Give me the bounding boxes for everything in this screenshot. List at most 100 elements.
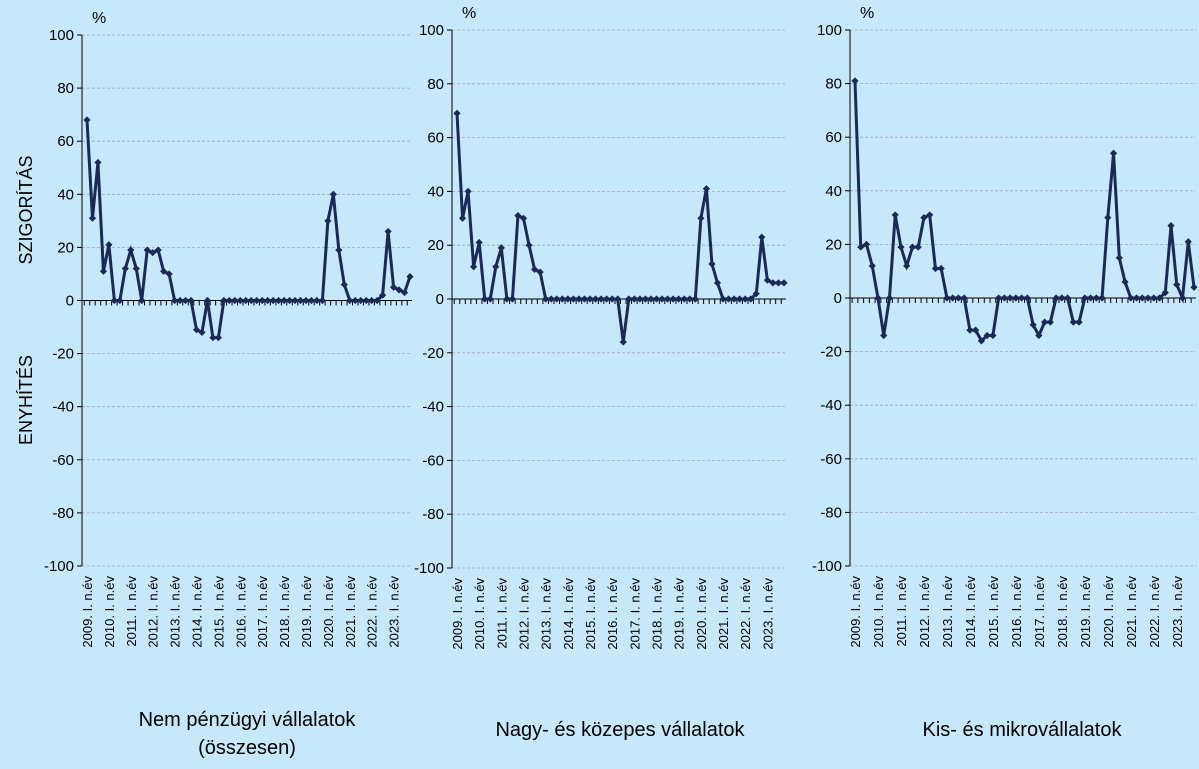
data-point bbox=[1098, 294, 1106, 302]
data-point bbox=[1167, 222, 1175, 230]
data-point bbox=[231, 296, 239, 305]
data-point bbox=[94, 158, 102, 167]
data-point bbox=[149, 249, 157, 257]
data-point bbox=[1029, 321, 1037, 329]
data-point bbox=[702, 185, 711, 193]
x-tick-label: 2018. I. n.év bbox=[277, 576, 292, 648]
x-tick-label: 2012. I. n.év bbox=[517, 578, 532, 650]
data-line bbox=[455, 113, 784, 343]
data-point bbox=[862, 240, 871, 248]
data-point bbox=[1178, 294, 1187, 302]
data-point bbox=[247, 296, 255, 305]
data-point bbox=[335, 246, 343, 254]
y-tick-label: 0 bbox=[436, 291, 444, 308]
y-unit: % bbox=[860, 5, 874, 22]
x-tick-label: 2011. I. n.év bbox=[894, 576, 909, 647]
data-point bbox=[619, 338, 627, 346]
x-tick-label: 2023. I. n.év bbox=[1170, 576, 1185, 648]
data-point bbox=[453, 109, 461, 117]
x-tick-label: 2015. I. n.év bbox=[986, 576, 1001, 648]
y-tick-label: -20 bbox=[52, 346, 74, 363]
x-tick-label: 2009. I. n.év bbox=[80, 576, 95, 648]
data-point bbox=[608, 295, 616, 303]
data-point bbox=[313, 296, 321, 305]
data-point bbox=[214, 334, 222, 342]
data-point bbox=[258, 296, 266, 305]
data-point bbox=[302, 296, 310, 305]
data-point bbox=[1173, 281, 1181, 289]
x-tick-label: 2019. I. n.év bbox=[672, 578, 687, 650]
data-point bbox=[630, 295, 638, 303]
data-point bbox=[519, 214, 528, 222]
x-tick-label: 2010. I. n.év bbox=[102, 576, 117, 648]
data-point bbox=[88, 214, 97, 222]
x-tick-label: 2023. I. n.év bbox=[760, 578, 775, 650]
data-point bbox=[558, 295, 566, 303]
y-tick-label: -60 bbox=[52, 452, 74, 469]
data-point bbox=[530, 265, 539, 274]
y-tick-label: -80 bbox=[422, 506, 444, 523]
y-tick-label: 40 bbox=[825, 183, 842, 200]
y-tick-label: -40 bbox=[52, 399, 74, 416]
y-unit: % bbox=[92, 10, 106, 27]
data-point bbox=[127, 246, 135, 254]
y-tick-label: 40 bbox=[57, 186, 74, 203]
x-tick-label: 2022. I. n.év bbox=[738, 578, 753, 650]
data-point bbox=[553, 295, 561, 303]
x-tick-label: 2014. I. n.év bbox=[561, 578, 576, 650]
data-point bbox=[400, 288, 409, 297]
x-tick-label: 2022. I. n.év bbox=[1147, 576, 1162, 648]
data-point bbox=[138, 296, 146, 305]
y-tick-label: 60 bbox=[57, 133, 74, 150]
y-tick-label: 20 bbox=[57, 239, 74, 256]
data-point bbox=[1109, 149, 1118, 157]
y-tick-label: -60 bbox=[820, 451, 842, 468]
y-tick-label: 20 bbox=[427, 237, 444, 254]
x-tick-label: 2018. I. n.év bbox=[1055, 576, 1070, 648]
data-point bbox=[492, 263, 500, 271]
y-tick-label: 80 bbox=[825, 76, 842, 93]
data-point bbox=[1058, 294, 1066, 302]
chart-title: Nagy- és közepes vállalatok bbox=[495, 719, 745, 741]
data-point bbox=[253, 296, 261, 305]
x-tick-label: 2013. I. n.év bbox=[940, 576, 955, 648]
data-point bbox=[954, 294, 963, 302]
y-tick-label: -100 bbox=[812, 558, 842, 575]
y-tick-label: -40 bbox=[820, 397, 842, 414]
data-point bbox=[105, 241, 113, 249]
x-tick-label: 2015. I. n.év bbox=[583, 578, 598, 650]
data-point bbox=[697, 214, 705, 222]
data-point bbox=[575, 295, 583, 303]
data-point bbox=[170, 296, 179, 305]
data-point bbox=[1023, 294, 1031, 302]
x-tick-label: 2013. I. n.év bbox=[168, 576, 183, 648]
data-point bbox=[857, 243, 865, 251]
data-point bbox=[1006, 294, 1014, 302]
data-point bbox=[724, 295, 733, 303]
data-point bbox=[514, 212, 522, 220]
x-tick-label: 2022. I. n.év bbox=[365, 576, 380, 648]
x-tick-label: 2016. I. n.év bbox=[1009, 576, 1024, 648]
data-point bbox=[346, 296, 354, 305]
data-point bbox=[110, 296, 118, 305]
data-point bbox=[686, 295, 694, 303]
data-point bbox=[966, 326, 974, 334]
data-point bbox=[160, 267, 168, 275]
data-point bbox=[116, 296, 124, 305]
data-point bbox=[395, 286, 403, 294]
x-tick-label: 2009. I. n.év bbox=[848, 576, 863, 648]
data-point bbox=[736, 295, 744, 303]
x-tick-label: 2023. I. n.év bbox=[387, 576, 402, 648]
data-point bbox=[989, 331, 997, 340]
y-tick-label: -20 bbox=[820, 344, 842, 361]
data-point bbox=[625, 295, 633, 303]
y-tick-label: 100 bbox=[419, 22, 444, 39]
data-point bbox=[181, 296, 190, 305]
data-point bbox=[664, 295, 672, 303]
data-point bbox=[296, 296, 305, 305]
x-tick-label: 2020. I. n.év bbox=[321, 576, 336, 648]
data-point bbox=[880, 331, 888, 340]
data-point bbox=[1104, 214, 1112, 222]
data-point bbox=[470, 263, 478, 271]
data-point bbox=[389, 283, 398, 291]
